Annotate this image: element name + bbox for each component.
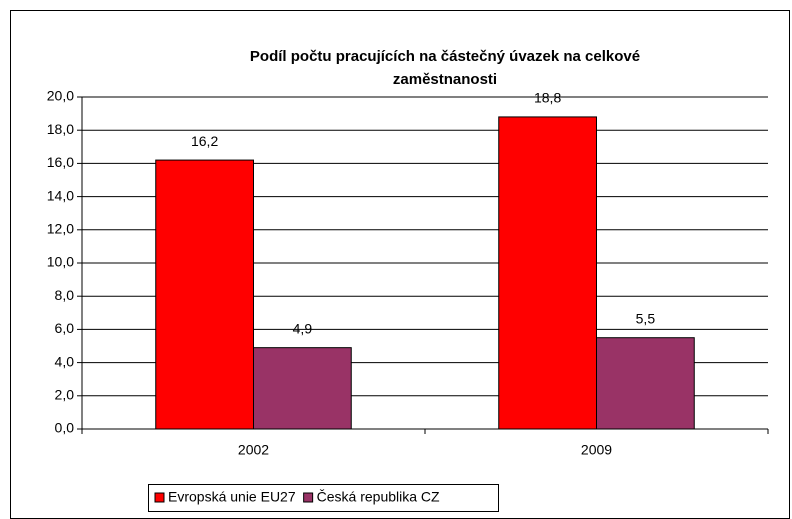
legend-swatch [303, 492, 314, 503]
legend-swatch [154, 492, 165, 503]
data-label: 16,2 [191, 133, 218, 149]
y-tick-label: 16,0 [47, 154, 74, 170]
bar [253, 347, 352, 430]
y-tick-label: 2,0 [55, 387, 75, 403]
legend-label: Evropská unie EU27 [168, 489, 296, 505]
y-tick-label: 8,0 [55, 287, 75, 303]
chart-frame [10, 10, 790, 519]
y-tick-label: 14,0 [47, 187, 74, 203]
x-tick-label: 2009 [581, 442, 612, 458]
data-label: 4,9 [293, 320, 313, 336]
y-tick-label: 12,0 [47, 221, 74, 237]
chart-title: zaměstnanosti [393, 71, 497, 88]
y-tick-label: 0,0 [55, 420, 75, 436]
data-label: 5,5 [636, 310, 656, 326]
y-tick-label: 4,0 [55, 353, 75, 369]
legend-box [148, 484, 499, 512]
data-label: 18,8 [534, 90, 561, 106]
bar [596, 337, 695, 430]
bar [155, 159, 254, 430]
y-tick-label: 10,0 [47, 254, 74, 270]
y-tick-label: 18,0 [47, 121, 74, 137]
legend-label: Česká republika CZ [317, 489, 440, 505]
chart-title: Podíl počtu pracujících na částečný úvaz… [250, 48, 640, 65]
bar [498, 116, 597, 430]
x-tick-label: 2002 [238, 442, 269, 458]
y-tick-label: 6,0 [55, 320, 75, 336]
y-tick-label: 20,0 [47, 88, 74, 104]
